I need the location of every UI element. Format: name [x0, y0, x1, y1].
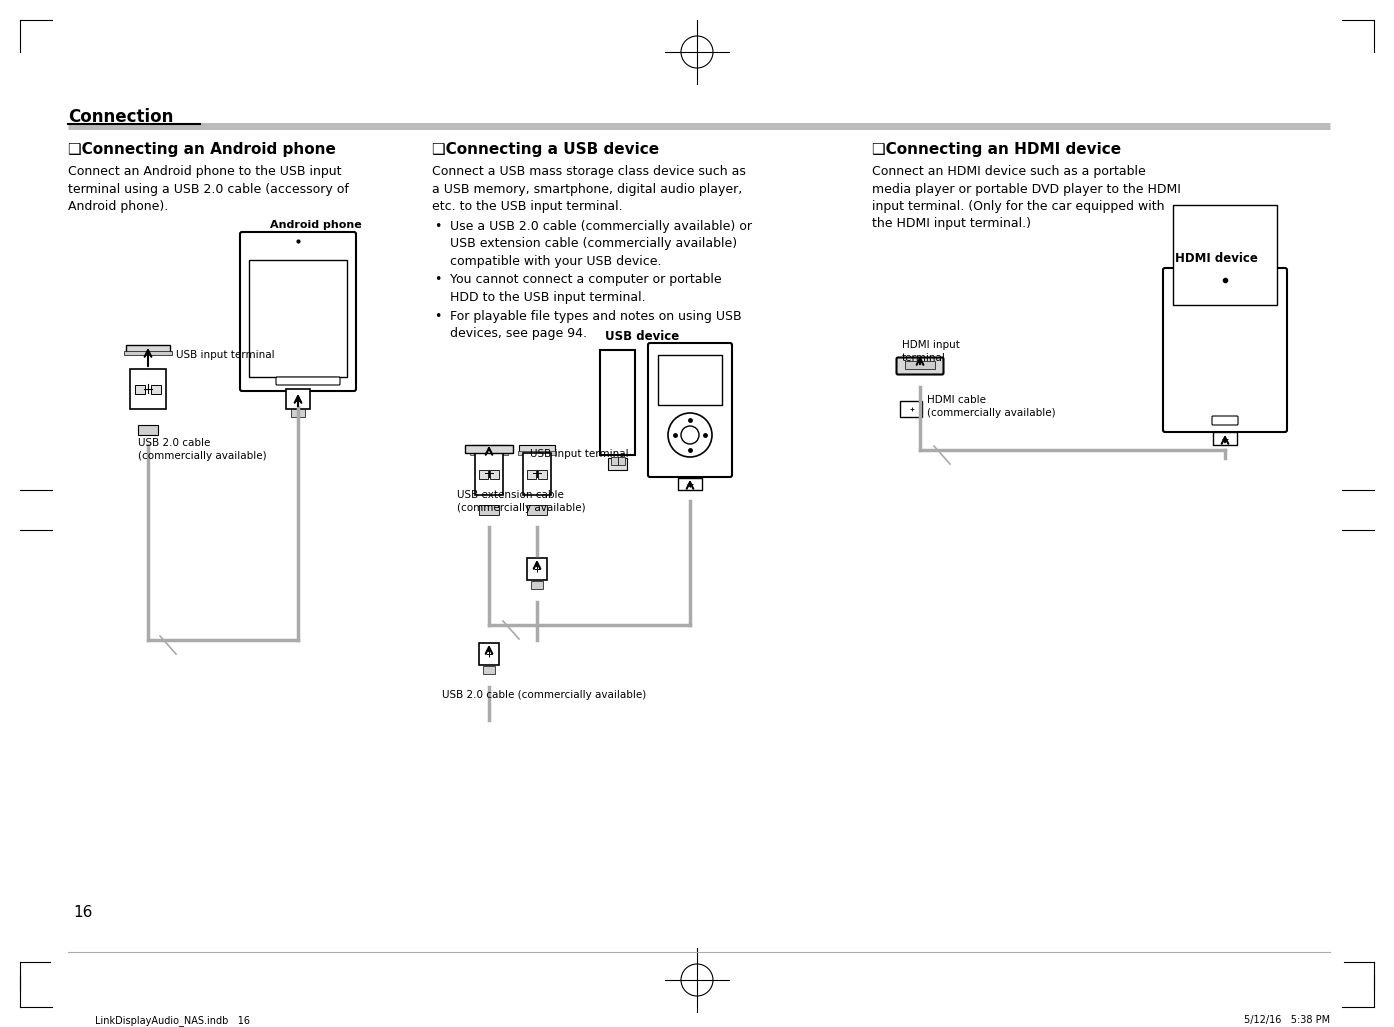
Bar: [470, 451, 507, 455]
Text: 16: 16: [72, 905, 92, 920]
Text: LinkDisplayAudio_NAS.indb   16: LinkDisplayAudio_NAS.indb 16: [95, 1015, 250, 1026]
Bar: [480, 643, 499, 665]
Text: ❑Connecting an HDMI device: ❑Connecting an HDMI device: [873, 142, 1121, 157]
Bar: [250, 260, 347, 377]
Bar: [475, 453, 503, 495]
Bar: [519, 445, 555, 453]
Text: For playable file types and notes on using USB
devices, see page 94.: For playable file types and notes on usi…: [450, 310, 742, 341]
Bar: [677, 478, 703, 490]
Bar: [135, 385, 145, 394]
Bar: [138, 425, 158, 435]
Text: USB extension cable
(commercially available): USB extension cable (commercially availa…: [457, 490, 585, 514]
Text: Android phone: Android phone: [270, 220, 362, 230]
Bar: [480, 505, 499, 515]
Text: USB device: USB device: [605, 330, 679, 343]
Bar: [538, 470, 546, 479]
FancyBboxPatch shape: [896, 357, 944, 375]
Text: ❑Connecting a USB device: ❑Connecting a USB device: [432, 142, 659, 157]
Text: 5/12/16   5:38 PM: 5/12/16 5:38 PM: [1243, 1015, 1330, 1025]
Bar: [658, 355, 722, 405]
Text: USB 2.0 cable (commercially available): USB 2.0 cable (commercially available): [442, 690, 647, 700]
Text: HDMI cable
(commercially available): HDMI cable (commercially available): [927, 395, 1055, 418]
Text: You cannot connect a computer or portable
HDD to the USB input terminal.: You cannot connect a computer or portabl…: [450, 273, 722, 304]
Text: •: •: [434, 273, 442, 286]
Bar: [618, 457, 625, 465]
Bar: [125, 345, 170, 353]
Bar: [1172, 205, 1277, 305]
FancyBboxPatch shape: [648, 343, 732, 477]
Text: •: •: [434, 310, 442, 324]
Text: USB 2.0 cable
(commercially available): USB 2.0 cable (commercially available): [138, 438, 266, 461]
Text: Connect an HDMI device such as a portable
media player or portable DVD player to: Connect an HDMI device such as a portabl…: [873, 165, 1181, 230]
FancyBboxPatch shape: [240, 232, 355, 391]
Bar: [491, 470, 499, 479]
Bar: [130, 369, 166, 409]
Bar: [901, 401, 921, 417]
Bar: [599, 350, 636, 455]
Bar: [611, 457, 618, 465]
Text: Use a USB 2.0 cable (commercially available) or
USB extension cable (commerciall: Use a USB 2.0 cable (commercially availa…: [450, 220, 751, 268]
Bar: [531, 581, 544, 589]
Bar: [905, 362, 935, 369]
FancyBboxPatch shape: [1211, 416, 1238, 425]
FancyBboxPatch shape: [276, 377, 340, 385]
Bar: [527, 505, 546, 515]
Bar: [523, 453, 551, 495]
Text: HDMI device: HDMI device: [1175, 252, 1257, 265]
Bar: [286, 389, 309, 409]
Bar: [466, 445, 513, 453]
Text: Connect an Android phone to the USB input
terminal using a USB 2.0 cable (access: Connect an Android phone to the USB inpu…: [68, 165, 348, 213]
Text: USB input terminal: USB input terminal: [530, 449, 629, 459]
Bar: [124, 351, 171, 355]
Bar: [291, 409, 305, 417]
Text: HDMI input
terminal: HDMI input terminal: [902, 340, 960, 364]
Bar: [608, 458, 627, 470]
Text: USB input terminal: USB input terminal: [176, 350, 275, 360]
FancyBboxPatch shape: [1163, 268, 1287, 432]
Bar: [527, 470, 537, 479]
Text: Connect a USB mass storage class device such as
a USB memory, smartphone, digita: Connect a USB mass storage class device …: [432, 165, 746, 213]
Text: •: •: [434, 220, 442, 233]
Bar: [519, 451, 556, 455]
Bar: [471, 445, 507, 453]
Bar: [527, 558, 546, 580]
Bar: [1213, 432, 1236, 445]
Bar: [482, 665, 495, 674]
Bar: [151, 385, 160, 394]
Text: Connection: Connection: [68, 108, 173, 126]
Text: ❑Connecting an Android phone: ❑Connecting an Android phone: [68, 142, 336, 157]
Bar: [480, 470, 488, 479]
